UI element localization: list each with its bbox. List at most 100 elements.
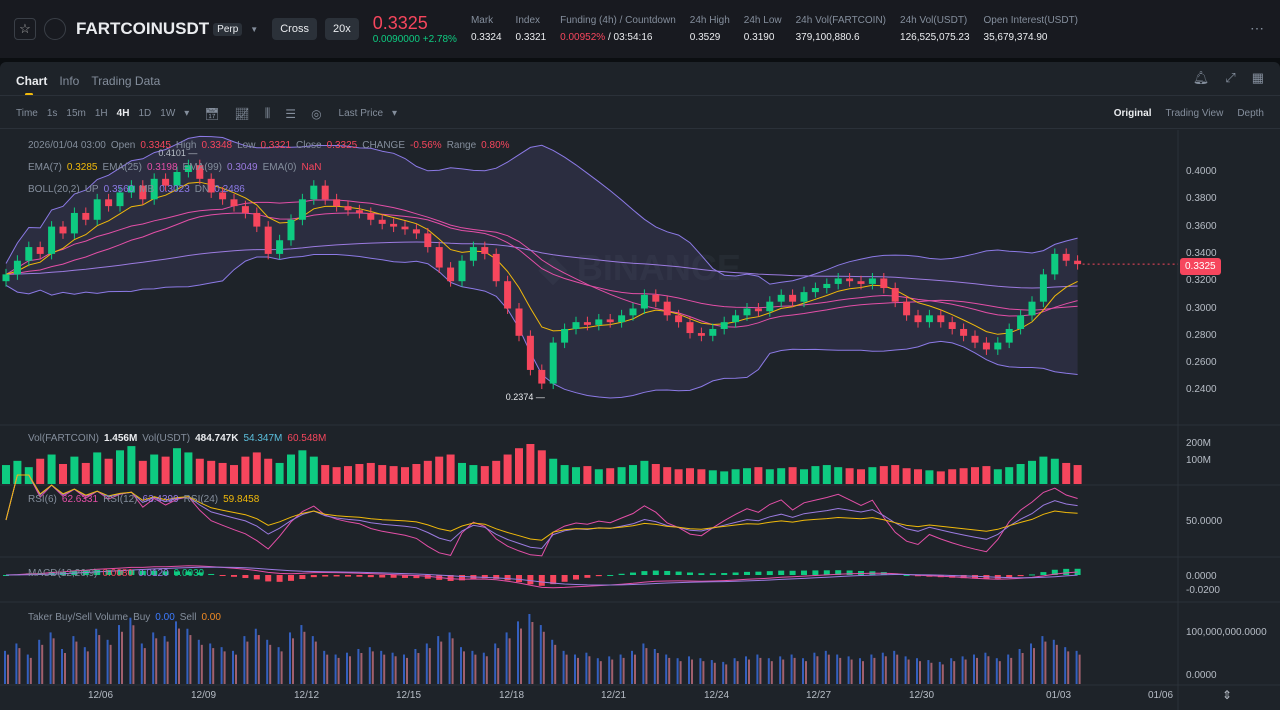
indicator-icon[interactable]: 📈︎ <box>234 106 250 121</box>
taker-sell-bar <box>953 661 956 684</box>
volume-bar <box>184 452 193 484</box>
macd-hist-bar <box>516 575 522 583</box>
macd-hist-bar <box>413 575 420 579</box>
tab-info[interactable]: Info <box>59 74 80 88</box>
scale-reset-icon[interactable]: ⇕ <box>1222 688 1233 702</box>
time-tick: 12/06 <box>88 690 114 701</box>
interval-4h[interactable]: 4H <box>116 108 130 119</box>
expand-icon[interactable]: ⤢ <box>1225 70 1236 85</box>
volume-bar <box>150 454 159 484</box>
macd-hist-bar <box>1006 575 1013 578</box>
volume-bar <box>515 448 523 484</box>
taker-sell-bar <box>497 648 500 684</box>
candle <box>173 172 181 186</box>
interval-time[interactable]: Time <box>16 108 38 119</box>
price-type-caret-icon[interactable]: ▾ <box>392 108 398 119</box>
calendar-icon[interactable]: 📅︎ <box>204 106 220 121</box>
candle <box>481 247 489 254</box>
macd-hist-bar <box>641 571 648 575</box>
leverage-button[interactable]: 20x <box>324 18 359 40</box>
margin-mode-button[interactable]: Cross <box>272 18 317 40</box>
macd-hist-bar <box>402 575 408 578</box>
taker-sell-bar <box>748 659 750 684</box>
bell-icon[interactable]: 🔔︎ <box>1192 70 1210 85</box>
candle <box>937 315 945 323</box>
candle <box>298 199 306 220</box>
candle <box>184 165 192 172</box>
stat-label: Funding (4h) / Countdown <box>560 15 676 26</box>
target-icon[interactable]: ◎ <box>311 106 322 121</box>
candle <box>789 294 797 302</box>
price-type-select[interactable]: Last Price <box>338 108 384 119</box>
legend-label: RSI(6) <box>28 494 57 505</box>
stat-label: 24h High <box>689 15 730 26</box>
interval-1s[interactable]: 1s <box>46 108 58 119</box>
price-chart[interactable]: ◆ BINANCE0.4101 —0.2374 — <box>0 130 1280 710</box>
candle <box>93 199 101 220</box>
volume-bar <box>252 452 261 484</box>
interval-1d[interactable]: 1D <box>138 108 152 119</box>
candle <box>754 308 762 312</box>
interval-15m[interactable]: 15m <box>66 108 86 119</box>
layout-grid-icon[interactable]: ▦ <box>1251 70 1264 85</box>
volume-bar <box>104 458 113 484</box>
taker-buy-bar <box>391 652 394 684</box>
macd-hist-bar <box>151 570 158 575</box>
stat-value: 379,100,880.6 <box>796 32 886 43</box>
taker-buy-bar <box>1018 649 1021 684</box>
taker-sell-bar <box>98 635 101 684</box>
volume-bar <box>47 454 56 484</box>
taker-sell-bar <box>383 654 386 684</box>
taker-sell-bar <box>166 641 169 684</box>
macd-hist-bar <box>242 575 249 579</box>
stat-value-main: 0.3324 <box>470 32 502 43</box>
candle-type-icon[interactable]: ⫼ <box>264 106 271 120</box>
volume-bar <box>834 467 843 484</box>
legend-date: 2026/01/04 03:00 <box>28 140 106 151</box>
boll-mb-value: 0.3023 <box>159 184 190 195</box>
view-original[interactable]: Original <box>1113 108 1152 119</box>
taker-buy-bar <box>665 654 668 684</box>
taker-sell-bar <box>976 657 978 684</box>
taker-buy-bar <box>517 621 519 684</box>
taker-sell-bar <box>679 661 682 684</box>
volume-bar <box>127 446 136 484</box>
favorite-star-icon[interactable]: ☆ <box>14 18 36 40</box>
taker-buy-bar <box>220 647 223 684</box>
candle <box>253 212 261 227</box>
tab-trading-data[interactable]: Trading Data <box>91 74 161 88</box>
volume-bar <box>81 462 90 484</box>
taker-buy-bar <box>129 617 132 684</box>
macd-hist-bar <box>174 571 180 575</box>
legend-change: -0.56% <box>410 140 442 151</box>
taker-buy-bar <box>813 652 816 684</box>
taker-sell-bar <box>280 651 283 684</box>
symbol-name[interactable]: FARTCOINUSDT <box>76 19 210 38</box>
candle <box>766 301 774 312</box>
volume-bar <box>275 462 284 484</box>
settings-icon[interactable]: ☰ <box>285 106 297 121</box>
taker-buy-bar <box>300 625 303 684</box>
taker-sell-bar <box>1055 644 1058 684</box>
view-trading-view[interactable]: Trading View <box>1165 108 1224 119</box>
volume-bar <box>138 460 147 484</box>
taker-sell-bar <box>314 641 317 684</box>
more-icon[interactable]: ⋯ <box>1250 20 1264 36</box>
boll-mid-line <box>5 199 1078 328</box>
legend-label: Buy <box>133 612 151 623</box>
stat-value-main: 0.00952% <box>560 32 606 43</box>
view-depth[interactable]: Depth <box>1237 108 1264 119</box>
candle <box>982 342 990 350</box>
interval-1h[interactable]: 1H <box>94 108 108 119</box>
tab-chart[interactable]: Chart <box>16 74 48 96</box>
candle <box>971 335 979 343</box>
interval-dropdown-icon[interactable]: ▾ <box>184 108 190 119</box>
symbol-dropdown-icon[interactable]: ▼ <box>250 24 259 34</box>
volume-bar <box>366 462 375 484</box>
interval-1w[interactable]: 1W <box>160 108 176 119</box>
legend-label: BOLL(20,2) <box>28 184 80 195</box>
volume-bar <box>309 456 318 484</box>
candle <box>150 178 158 200</box>
stat-label: Open Interest(USDT) <box>983 15 1079 26</box>
volume-bar <box>173 448 181 484</box>
